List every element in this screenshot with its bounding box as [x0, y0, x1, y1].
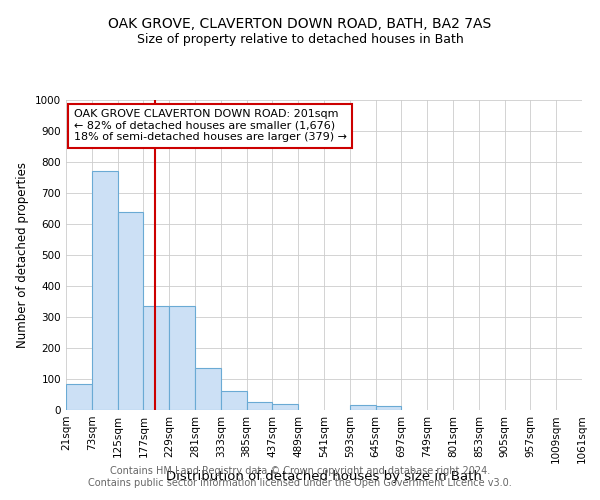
- Text: OAK GROVE CLAVERTON DOWN ROAD: 201sqm
← 82% of detached houses are smaller (1,67: OAK GROVE CLAVERTON DOWN ROAD: 201sqm ← …: [74, 110, 347, 142]
- X-axis label: Distribution of detached houses by size in Bath: Distribution of detached houses by size …: [166, 470, 482, 484]
- Bar: [92, 172, 118, 410]
- Bar: [143, 306, 169, 410]
- Bar: [247, 402, 272, 410]
- Bar: [169, 306, 195, 410]
- Text: Size of property relative to detached houses in Bath: Size of property relative to detached ho…: [137, 32, 463, 46]
- Y-axis label: Number of detached properties: Number of detached properties: [16, 162, 29, 348]
- Bar: [118, 212, 143, 410]
- Bar: [66, 384, 92, 410]
- Bar: [195, 368, 221, 410]
- Bar: [350, 406, 376, 410]
- Text: OAK GROVE, CLAVERTON DOWN ROAD, BATH, BA2 7AS: OAK GROVE, CLAVERTON DOWN ROAD, BATH, BA…: [109, 18, 491, 32]
- Bar: [221, 392, 247, 410]
- Text: Contains HM Land Registry data © Crown copyright and database right 2024.
Contai: Contains HM Land Registry data © Crown c…: [88, 466, 512, 487]
- Bar: [376, 406, 401, 410]
- Bar: [272, 404, 298, 410]
